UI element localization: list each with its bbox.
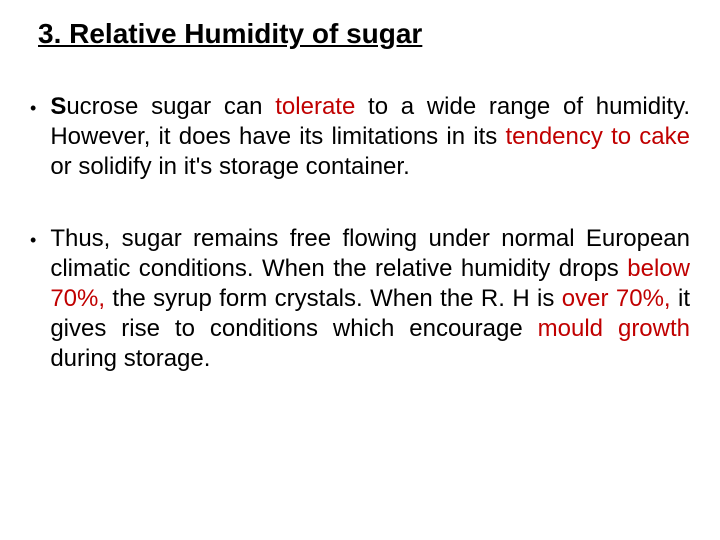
text-run: during storage.: [50, 345, 210, 372]
text-run: tendency to cake: [505, 123, 690, 150]
bullet-marker: •: [30, 224, 36, 374]
text-run: mould growth: [538, 315, 690, 342]
bullet-marker: •: [30, 92, 36, 182]
text-run: S: [50, 93, 66, 120]
bullet-text-1: Sucrose sugar can tolerate to a wide ran…: [50, 92, 690, 182]
text-run: ucrose sugar can: [66, 93, 275, 120]
bullet-item-1: • Sucrose sugar can tolerate to a wide r…: [30, 92, 690, 182]
text-run: tolerate: [275, 93, 355, 120]
slide-title: 3. Relative Humidity of sugar: [38, 18, 690, 50]
bullet-text-2: Thus, sugar remains free flowing under n…: [50, 224, 690, 374]
text-run: over 70%,: [562, 285, 671, 312]
text-run: or solidify in it's storage container.: [50, 153, 409, 180]
text-run: Thus, sugar remains free flowing under n…: [50, 225, 690, 282]
bullet-item-2: • Thus, sugar remains free flowing under…: [30, 224, 690, 374]
text-run: the syrup form crystals. When the R. H i…: [105, 285, 562, 312]
